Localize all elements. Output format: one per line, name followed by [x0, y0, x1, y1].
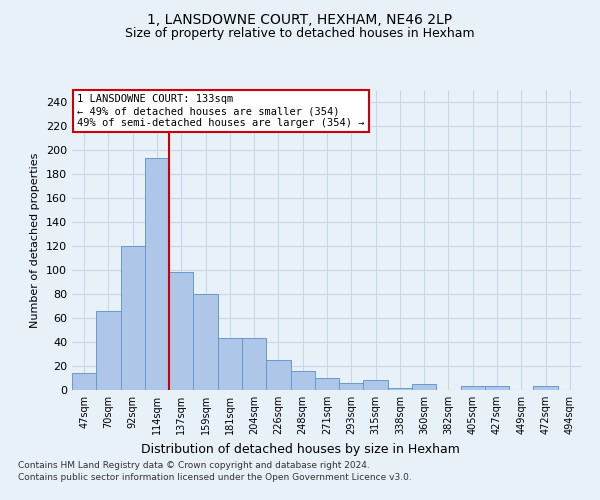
- Bar: [169, 272, 193, 390]
- Text: Contains public sector information licensed under the Open Government Licence v3: Contains public sector information licen…: [18, 473, 412, 482]
- Bar: [533, 386, 558, 390]
- Text: 1, LANSDOWNE COURT, HEXHAM, NE46 2LP: 1, LANSDOWNE COURT, HEXHAM, NE46 2LP: [148, 12, 452, 26]
- Text: Contains HM Land Registry data © Crown copyright and database right 2024.: Contains HM Land Registry data © Crown c…: [18, 460, 370, 469]
- Text: 1 LANSDOWNE COURT: 133sqm
← 49% of detached houses are smaller (354)
49% of semi: 1 LANSDOWNE COURT: 133sqm ← 49% of detac…: [77, 94, 365, 128]
- Text: Size of property relative to detached houses in Hexham: Size of property relative to detached ho…: [125, 28, 475, 40]
- Bar: [485, 386, 509, 390]
- Bar: [72, 373, 96, 390]
- Bar: [96, 311, 121, 390]
- Y-axis label: Number of detached properties: Number of detached properties: [31, 152, 40, 328]
- Bar: [388, 388, 412, 390]
- Bar: [364, 380, 388, 390]
- Bar: [193, 294, 218, 390]
- Bar: [242, 338, 266, 390]
- Text: Distribution of detached houses by size in Hexham: Distribution of detached houses by size …: [140, 442, 460, 456]
- Bar: [218, 338, 242, 390]
- Bar: [290, 371, 315, 390]
- Bar: [121, 246, 145, 390]
- Bar: [339, 383, 364, 390]
- Bar: [315, 378, 339, 390]
- Bar: [266, 360, 290, 390]
- Bar: [412, 384, 436, 390]
- Bar: [145, 158, 169, 390]
- Bar: [461, 386, 485, 390]
